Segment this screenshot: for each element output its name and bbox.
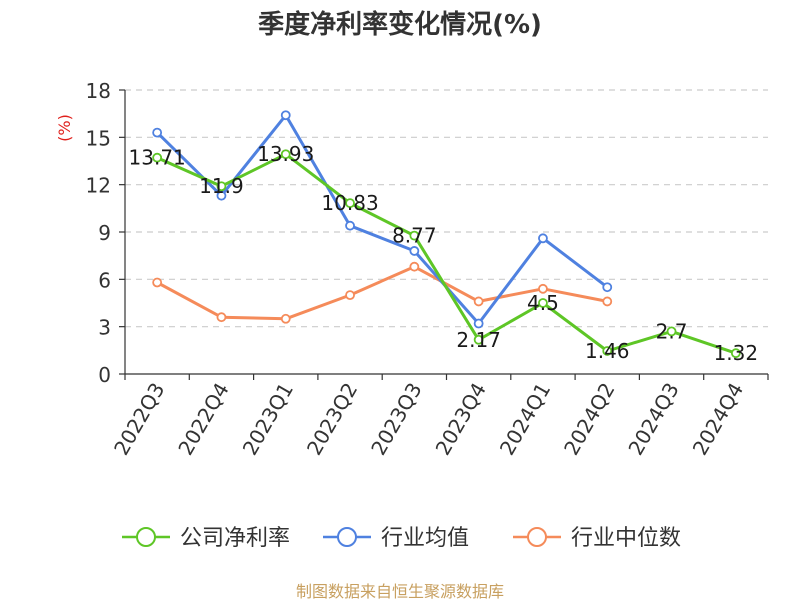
- data-point: [473, 318, 484, 329]
- x-tick-label: 2023Q4: [431, 379, 491, 460]
- data-point: [152, 277, 163, 288]
- x-tick-label: 2022Q3: [109, 379, 169, 460]
- x-tick-label: 2024Q4: [688, 379, 748, 460]
- data-point: [152, 152, 163, 163]
- data-point: [473, 296, 484, 307]
- legend-label: 公司净利率: [180, 526, 290, 551]
- chart-title: 季度净利率变化情况(%): [258, 10, 542, 40]
- data-point: [409, 246, 420, 256]
- data-point: [280, 149, 291, 160]
- data-label: 4.5: [527, 291, 559, 315]
- x-tick-label: 2022Q4: [173, 379, 233, 460]
- x-tick-label: 2024Q3: [623, 379, 683, 460]
- data-point: [409, 261, 420, 272]
- data-point: [280, 110, 291, 121]
- data-point: [538, 233, 548, 244]
- x-tick-label: 2023Q3: [366, 379, 426, 460]
- data-point: [216, 181, 227, 192]
- x-tick-label: 2024Q2: [559, 379, 619, 460]
- y-tick-label: 15: [86, 126, 111, 150]
- data-point: [730, 348, 741, 359]
- y-tick-label: 0: [98, 363, 111, 387]
- data-label: 2.17: [456, 328, 501, 352]
- data-label: 2.7: [656, 319, 688, 343]
- legend-marker: [136, 527, 156, 547]
- data-label: 13.71: [129, 146, 186, 170]
- y-tick-label: 12: [86, 174, 111, 198]
- data-point: [152, 127, 163, 138]
- data-label: 13.93: [257, 142, 314, 166]
- y-tick-label: 6: [98, 268, 111, 292]
- series-line: [156, 265, 608, 321]
- data-point: [345, 220, 355, 231]
- y-tick-label: 3: [98, 316, 111, 340]
- data-label: 10.83: [321, 191, 378, 215]
- data-point: [216, 312, 227, 323]
- legend-label: 行业均值: [381, 526, 469, 551]
- x-tick-label: 2024Q1: [495, 379, 555, 460]
- data-point: [473, 334, 484, 345]
- data-point: [602, 282, 613, 293]
- legend-marker: [527, 527, 547, 547]
- data-point: [666, 326, 677, 337]
- legend-label: 行业中位数: [571, 526, 681, 551]
- data-point: [345, 290, 355, 301]
- y-tick-label: 9: [98, 221, 111, 245]
- data-point: [345, 198, 355, 209]
- x-tick-label: 2023Q1: [238, 379, 298, 460]
- series-line: [156, 152, 737, 355]
- legend-marker: [337, 527, 357, 547]
- source-text: 制图数据来自恒生聚源数据库: [295, 582, 504, 600]
- x-tick-label: 2023Q2: [302, 379, 362, 460]
- data-label: 8.77: [392, 224, 437, 248]
- y-tick-label: 18: [86, 79, 111, 103]
- data-point: [280, 313, 291, 324]
- data-label: 1.46: [585, 339, 630, 363]
- data-label: 11.9: [199, 174, 244, 198]
- data-point: [409, 230, 420, 241]
- data-point: [216, 190, 227, 201]
- y-axis-label: (%): [55, 114, 74, 142]
- data-point: [538, 298, 548, 308]
- data-point: [602, 346, 613, 356]
- data-point: [538, 283, 548, 294]
- data-label: 1.32: [714, 341, 759, 365]
- data-point: [602, 296, 613, 307]
